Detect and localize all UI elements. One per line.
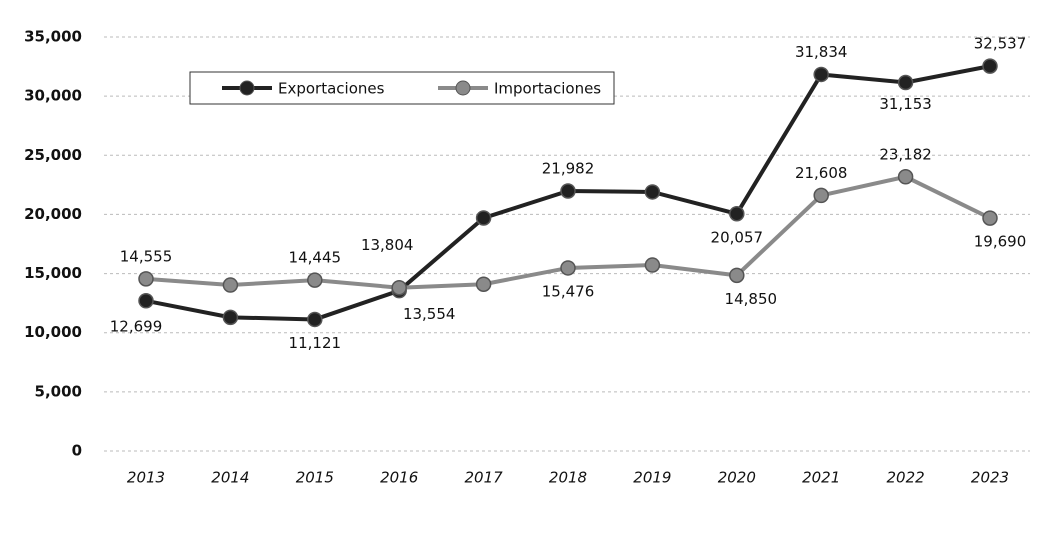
- data-point: [307, 311, 323, 328]
- data-point: [138, 271, 154, 287]
- data-label: 11,121: [289, 334, 342, 352]
- data-point: [475, 276, 492, 292]
- data-point: [982, 58, 998, 74]
- legend-box: [189, 71, 615, 105]
- data-label: 21,608: [795, 164, 848, 182]
- data-point: [475, 210, 492, 226]
- data-point: [307, 272, 323, 288]
- data-label: 14,850: [725, 290, 778, 308]
- legend-label: Exportaciones: [278, 80, 385, 98]
- data-point: [138, 293, 154, 309]
- data-label: 20,057: [711, 228, 764, 246]
- data-label: 31,153: [879, 95, 932, 113]
- data-label: 15,476: [542, 282, 595, 300]
- data-point: [644, 257, 661, 273]
- y-tick-label: 25,000: [24, 146, 82, 164]
- legend-label: Importaciones: [494, 80, 601, 98]
- x-tick-label: 2016: [380, 469, 418, 487]
- legend: Exportaciones Importaciones: [189, 71, 615, 105]
- data-point: [813, 187, 829, 204]
- x-tick-label: 2023: [971, 469, 1009, 487]
- data-point: [897, 169, 914, 185]
- y-tick-label: 5,000: [35, 382, 82, 400]
- data-point: [560, 183, 576, 199]
- data-label: 19,690: [974, 233, 1027, 251]
- data-point: [222, 277, 239, 293]
- y-tick-label: 35,000: [24, 28, 82, 46]
- legend-swatch-marker: [455, 80, 471, 96]
- data-point: [897, 74, 914, 91]
- data-label: 21,982: [542, 159, 595, 177]
- data-label: 23,182: [879, 145, 932, 163]
- y-tick-label: 30,000: [24, 87, 82, 105]
- x-tick-label: 2022: [887, 469, 925, 487]
- data-label: 14,445: [289, 249, 342, 267]
- x-tick-label: 2019: [633, 469, 671, 487]
- y-tick-label: 0: [72, 442, 82, 460]
- data-label: 31,834: [795, 43, 848, 61]
- data-point: [729, 206, 745, 222]
- data-point: [729, 267, 745, 284]
- legend-swatch-marker: [239, 80, 255, 96]
- data-label: 14,555: [120, 247, 173, 265]
- y-tick-label: 10,000: [24, 323, 82, 341]
- x-tick-label: 2018: [549, 469, 587, 487]
- data-label: 13,554: [403, 305, 456, 323]
- x-tick-label: 2017: [465, 469, 504, 487]
- x-tick-label: 2013: [127, 469, 165, 487]
- x-tick-label: 2014: [211, 469, 249, 487]
- data-point: [982, 210, 998, 226]
- data-point: [391, 279, 407, 296]
- data-point: [222, 309, 239, 326]
- x-tick-label: 2020: [718, 469, 756, 487]
- data-label: 32,537: [974, 35, 1027, 53]
- x-tick-label: 2015: [296, 469, 334, 487]
- y-tick-label: 15,000: [24, 264, 82, 282]
- data-label: 12,699: [110, 317, 163, 335]
- x-tick-label: 2021: [802, 469, 840, 487]
- data-point: [813, 66, 829, 83]
- data-point: [644, 184, 661, 200]
- data-label: 13,804: [361, 236, 414, 254]
- y-tick-label: 20,000: [24, 205, 82, 223]
- data-point: [560, 260, 576, 276]
